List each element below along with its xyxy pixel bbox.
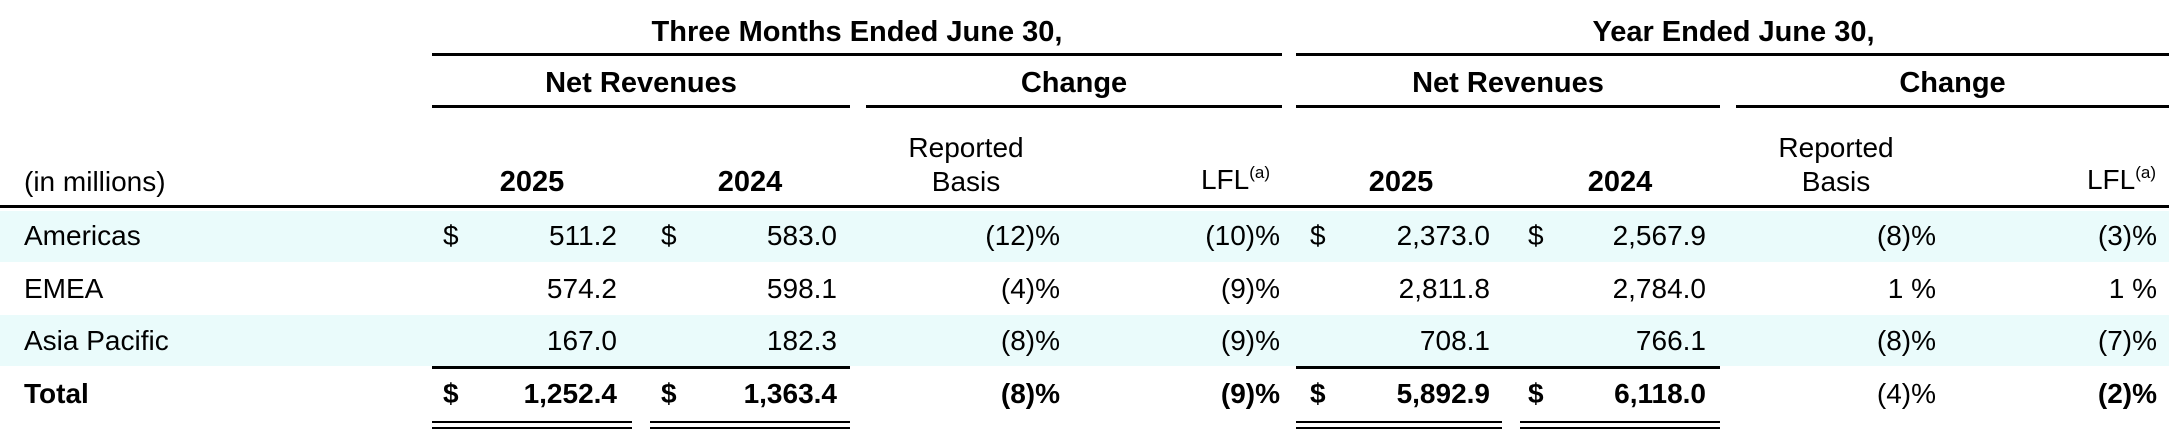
q25-value-asia-pacific: 167.0 [546, 325, 617, 356]
y-lfl-note: (a) [2135, 163, 2156, 182]
double-rule-q25-bottom [432, 427, 632, 429]
year-header: Year Ended June 30, [1592, 16, 1875, 48]
q-rep-americas: (12)% [985, 220, 1060, 251]
y25-value-asia-pacific: 708.1 [1419, 325, 1490, 356]
q24-value-asia-pacific: 182.3 [766, 325, 837, 356]
q-lfl-emea: (9)% [1220, 273, 1280, 304]
q-lfl-text: LFL [1200, 164, 1250, 195]
double-rule-q24-bottom [650, 427, 850, 429]
q25-currency-americas: $ [443, 220, 459, 251]
y24-value-asia-pacific: 766.1 [1635, 325, 1706, 356]
row-label-total: Total [24, 378, 89, 409]
row-label-emea: EMEA [24, 273, 104, 304]
q-col-2025: 2025 [499, 166, 565, 198]
y25-currency-total: $ [1310, 378, 1326, 409]
y24-currency-total: $ [1528, 378, 1544, 409]
y-rep-asia-pacific: (8)% [1876, 325, 1936, 356]
q-change-header: Change [1020, 67, 1128, 99]
y25-value-emea: 2,811.8 [1398, 273, 1490, 304]
rule-q-net [432, 105, 850, 108]
y-rep-total: (4)% [1876, 378, 1936, 409]
q-reported-line1: Reported [908, 132, 1024, 163]
double-rule-y25-bottom [1296, 427, 1502, 429]
y-change-header: Change [1899, 67, 2006, 99]
header-bottom-rule [0, 205, 2169, 208]
q-lfl-header: LFL(a) [1080, 163, 1270, 195]
y-lfl-text: LFL [2086, 164, 2136, 195]
q-rep-total: (8)% [1000, 378, 1060, 409]
q24-currency-total: $ [661, 378, 677, 409]
y-lfl-header: LFL(a) [1960, 163, 2156, 195]
q-reported-line2: Basis [931, 166, 1001, 197]
y24-value-americas: 2,567.9 [1612, 220, 1706, 251]
y24-value-emea: 2,784.0 [1612, 273, 1706, 304]
y24-value-total: 6,118.0 [1614, 378, 1706, 409]
q-lfl-note: (a) [1249, 163, 1270, 182]
q25-currency-total: $ [443, 378, 459, 409]
q25-value-americas: 511.2 [549, 220, 617, 251]
y-lfl-asia-pacific: (7)% [2097, 325, 2157, 356]
q24-value-americas: 583.0 [766, 220, 837, 251]
q-rep-emea: (4)% [1000, 273, 1060, 304]
double-rule-y25-top [1296, 421, 1502, 423]
y-lfl-total: (2)% [2097, 378, 2157, 409]
double-rule-y24-bottom [1520, 427, 1720, 429]
rule-year [1296, 53, 2169, 56]
double-rule-q25-top [432, 421, 632, 423]
q-lfl-total: (9)% [1220, 378, 1280, 409]
y-lfl-americas: (3)% [2097, 220, 2157, 251]
row-label-asia-pacific: Asia Pacific [24, 325, 169, 356]
rule-y-change [1736, 105, 2169, 108]
q-col-2024: 2024 [717, 166, 783, 198]
q25-value-emea: 574.2 [546, 273, 617, 304]
y25-value-americas: 2,373.0 [1396, 220, 1490, 251]
y-rep-emea: 1 % [1887, 273, 1936, 304]
y-lfl-emea: 1 % [2108, 273, 2157, 304]
y25-currency-americas: $ [1310, 220, 1326, 251]
row-band-asia-pacific [0, 315, 2169, 366]
subtotal-rule-y [1296, 366, 1720, 369]
three-months-header: Three Months Ended June 30, [651, 16, 1063, 48]
q24-value-emea: 598.1 [766, 273, 837, 304]
rule-three-months [432, 53, 1282, 56]
double-rule-y24-top [1520, 421, 1720, 423]
y-col-2024: 2024 [1587, 166, 1653, 198]
y25-value-total: 5,892.9 [1396, 378, 1490, 409]
units-label: (in millions) [24, 166, 166, 197]
y-reported-line1: Reported [1778, 132, 1894, 163]
q-net-revenues-header: Net Revenues [545, 67, 737, 99]
y-net-revenues-header: Net Revenues [1412, 67, 1604, 99]
q-lfl-asia-pacific: (9)% [1220, 325, 1280, 356]
rule-y-net [1296, 105, 1720, 108]
y-rep-americas: (8)% [1876, 220, 1936, 251]
q24-value-total: 1,363.4 [743, 378, 837, 409]
q-lfl-americas: (10)% [1205, 220, 1280, 251]
q-rep-asia-pacific: (8)% [1000, 325, 1060, 356]
q24-currency-americas: $ [661, 220, 677, 251]
double-rule-q24-top [650, 421, 850, 423]
subtotal-rule-q25 [432, 366, 850, 369]
row-label-americas: Americas [24, 220, 141, 251]
y24-currency-americas: $ [1528, 220, 1544, 251]
row-band-americas [0, 211, 2169, 262]
q25-value-total: 1,252.4 [523, 378, 617, 409]
y-reported-line2: Basis [1801, 166, 1871, 197]
rule-q-change [866, 105, 1282, 108]
y-col-2025: 2025 [1368, 166, 1434, 198]
